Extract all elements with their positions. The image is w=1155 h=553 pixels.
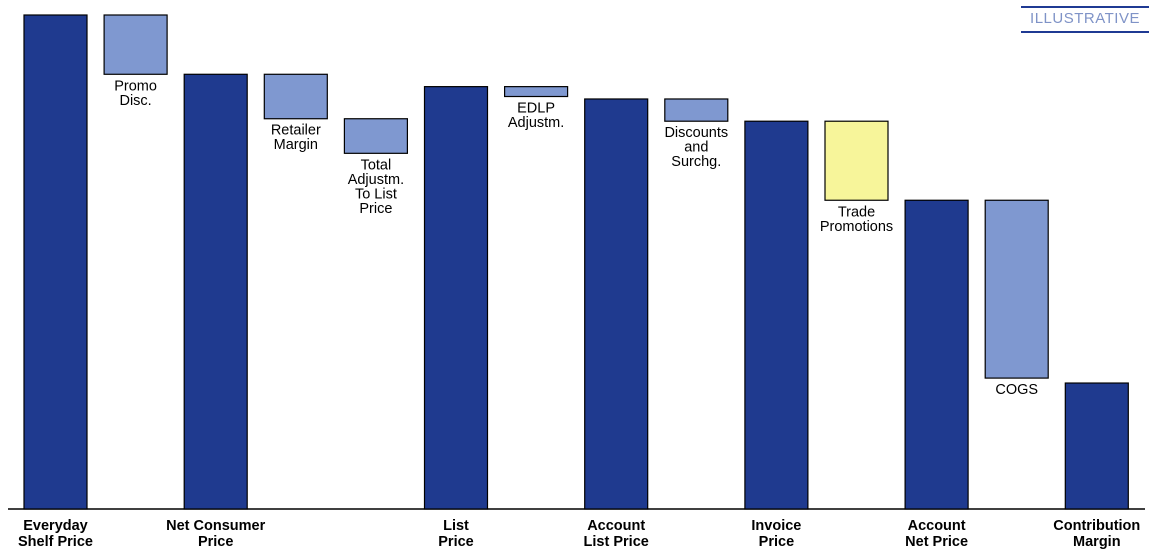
bar-label-trade-promotions: Trade Promotions (820, 204, 893, 235)
bar-total-adjustm-to-list-price (343, 118, 408, 154)
bar-retailer-margin (263, 73, 328, 120)
bar-label-edlp-adjustm: EDLP Adjustm. (508, 101, 564, 132)
bar-label-everyday-shelf-price: Everyday Shelf Price (18, 518, 93, 550)
bar-account-list-price (584, 98, 649, 510)
bar-label-invoice-price: Invoice Price (751, 518, 801, 550)
bar-contribution-margin (1064, 382, 1129, 510)
bar-label-cogs: COGS (995, 382, 1038, 398)
bar-label-contribution-margin: Contribution Margin (1053, 518, 1140, 550)
bar-net-consumer-price (183, 73, 248, 510)
bar-label-retailer-margin: Retailer Margin (271, 123, 321, 154)
bar-promo-disc (103, 14, 168, 75)
bar-edlp-adjustm (504, 86, 569, 98)
bar-everyday-shelf-price (23, 14, 88, 510)
bar-list-price (423, 86, 489, 510)
tag-top-rule (1021, 6, 1149, 8)
bar-label-list-price: List Price (438, 518, 473, 550)
bar-discounts-and-surchg (664, 98, 729, 122)
bar-label-total-adjustm-to-list-price: Total Adjustm. To List Price (348, 157, 404, 217)
bar-label-account-net-price: Account Net Price (905, 518, 968, 550)
bar-label-discounts-and-surchg: Discounts and Surchg. (664, 125, 728, 170)
bar-label-promo-disc: Promo Disc. (114, 78, 157, 109)
bar-cogs (984, 199, 1049, 379)
illustrative-tag: ILLUSTRATIVE (1021, 10, 1149, 33)
bar-account-net-price (904, 199, 969, 510)
bar-trade-promotions (824, 120, 889, 201)
bar-invoice-price (744, 120, 809, 510)
bar-label-net-consumer-price: Net Consumer Price (166, 518, 265, 550)
bar-label-account-list-price: Account List Price (584, 518, 649, 550)
